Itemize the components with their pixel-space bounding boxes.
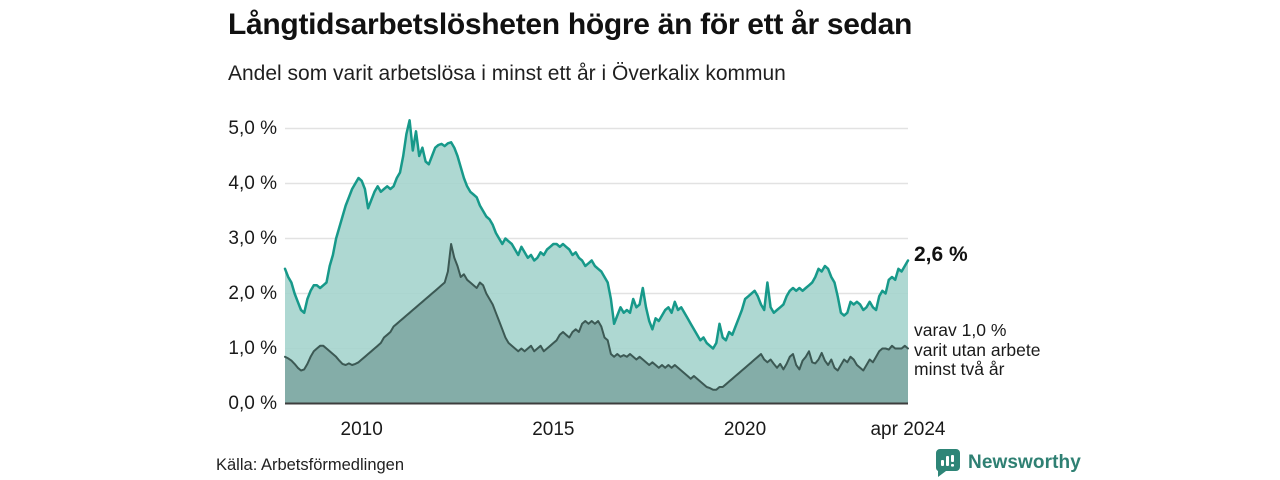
- bar-chart-speech-bubble-icon: [936, 449, 960, 477]
- y-tick-label: 1,0 %: [228, 337, 277, 359]
- x-tick-label: 2015: [532, 419, 575, 440]
- x-tick-label: 2010: [340, 419, 383, 440]
- bar-short: [941, 460, 944, 466]
- brand-name: Newsworthy: [968, 452, 1081, 473]
- y-tick-label: 2,0 %: [228, 282, 277, 304]
- bar-tall: [946, 456, 949, 466]
- end-value-label-total: 2,6 %: [914, 243, 968, 266]
- y-tick-label: 4,0 %: [228, 172, 277, 194]
- x-tick-label: apr 2024: [870, 419, 946, 440]
- y-tick-label: 0,0 %: [228, 392, 277, 414]
- end-value-label-secondary: varav 1,0 % varit utan arbete minst två …: [914, 320, 1041, 379]
- exclamation-bar: [951, 455, 954, 462]
- line-total: [283, 119, 910, 350]
- y-tick-label: 3,0 %: [228, 227, 277, 249]
- y-tick-label: 5,0 %: [228, 117, 277, 139]
- x-tick-label: 2020: [723, 419, 767, 440]
- brand-logo[interactable]: Newsworthy: [933, 448, 1081, 478]
- area-secondary: [285, 244, 908, 404]
- chart-title: Långtidsarbetslösheten högre än för ett …: [228, 8, 913, 41]
- exclamation-dot: [951, 464, 954, 467]
- source-attribution: Källa: Arbetsförmedlingen: [216, 456, 405, 474]
- line-secondary: [284, 243, 909, 391]
- chart-subtitle: Andel som varit arbetslösa i minst ett å…: [228, 62, 786, 85]
